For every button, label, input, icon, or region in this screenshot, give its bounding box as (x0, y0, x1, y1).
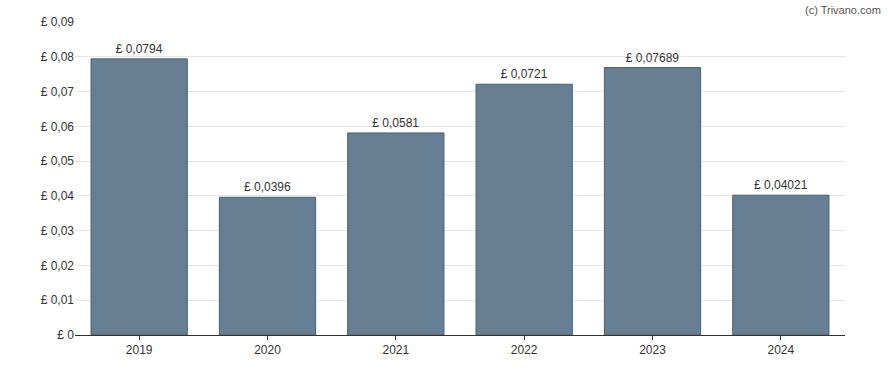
svg-text:£ 0,03: £ 0,03 (41, 224, 75, 238)
svg-text:2023: 2023 (639, 343, 666, 357)
svg-text:£ 0,02: £ 0,02 (41, 259, 75, 273)
svg-text:£ 0,0794: £ 0,0794 (116, 42, 163, 56)
svg-text:£ 0,0581: £ 0,0581 (372, 116, 419, 130)
svg-text:£ 0,05: £ 0,05 (41, 154, 75, 168)
svg-text:£ 0,01: £ 0,01 (41, 293, 75, 307)
svg-text:2024: 2024 (767, 343, 794, 357)
svg-text:£ 0,08: £ 0,08 (41, 50, 75, 64)
svg-text:£ 0: £ 0 (57, 328, 74, 342)
svg-text:£ 0,09: £ 0,09 (41, 15, 75, 29)
svg-text:£ 0,04021: £ 0,04021 (754, 178, 808, 192)
svg-text:£ 0,06: £ 0,06 (41, 120, 75, 134)
svg-text:£ 0,0721: £ 0,0721 (501, 67, 548, 81)
svg-text:2019: 2019 (126, 343, 153, 357)
svg-text:£ 0,0396: £ 0,0396 (244, 180, 291, 194)
svg-text:£ 0,07689: £ 0,07689 (626, 51, 680, 65)
svg-text:2022: 2022 (511, 343, 538, 357)
svg-text:£ 0,07: £ 0,07 (41, 85, 75, 99)
svg-text:2021: 2021 (382, 343, 409, 357)
svg-text:2020: 2020 (254, 343, 281, 357)
svg-text:£ 0,04: £ 0,04 (41, 189, 75, 203)
svg-text:(c) Trivano.com: (c) Trivano.com (805, 4, 881, 16)
